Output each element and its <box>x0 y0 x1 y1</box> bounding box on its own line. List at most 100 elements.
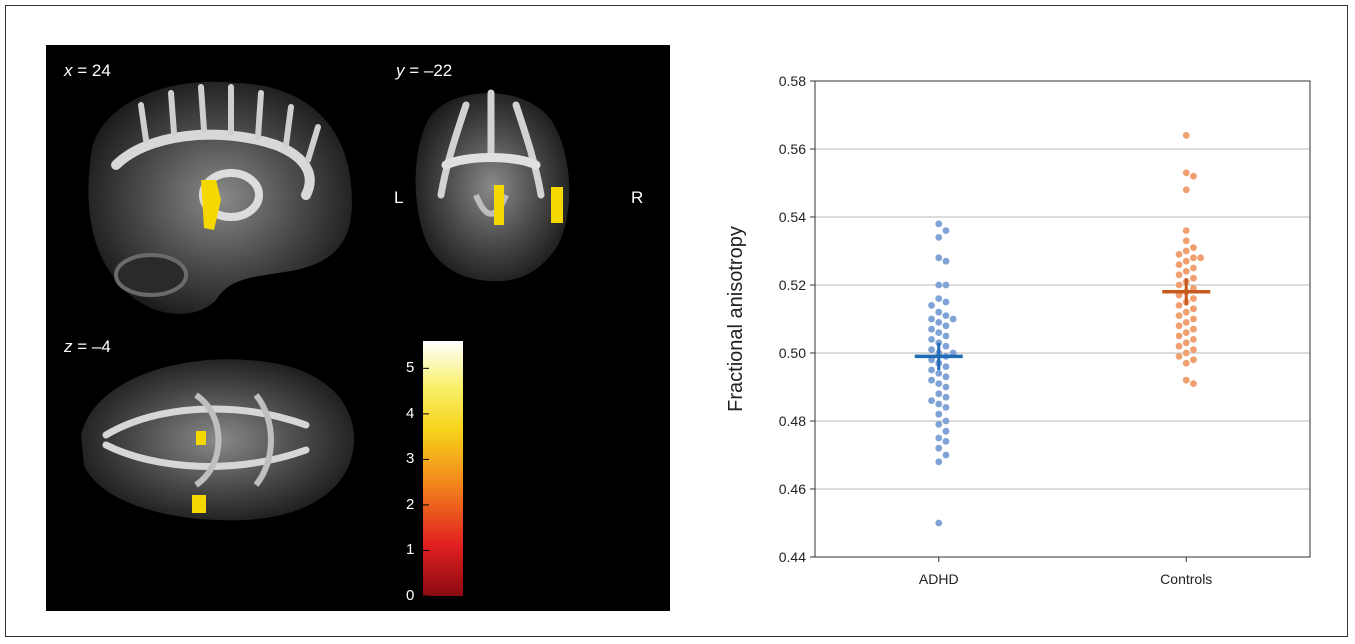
y-tick-label: 0.48 <box>779 413 806 429</box>
colorbar-tick-label: 3 <box>406 450 415 468</box>
coronal-label: y = –22 <box>396 61 453 80</box>
data-point <box>1182 227 1190 235</box>
data-point <box>1182 132 1190 139</box>
data-point <box>935 295 943 302</box>
data-point <box>1190 356 1197 364</box>
data-points <box>928 132 1205 527</box>
mean-markers <box>914 278 1211 370</box>
axial-label: z = –4 <box>64 337 111 356</box>
mri-slices <box>81 81 570 597</box>
data-point <box>935 308 943 316</box>
data-point <box>942 322 950 330</box>
data-point <box>935 234 943 241</box>
data-point <box>935 410 943 418</box>
data-point <box>942 281 950 289</box>
data-point <box>1175 261 1183 268</box>
data-point <box>942 298 950 306</box>
data-point <box>1182 257 1190 265</box>
data-point <box>935 444 943 452</box>
data-point <box>935 329 943 336</box>
colorbar-ticks <box>423 367 429 597</box>
data-point <box>942 373 950 381</box>
data-point <box>1182 169 1190 177</box>
y-tick-label: 0.44 <box>779 549 806 565</box>
data-point <box>1190 254 1197 262</box>
data-point <box>928 346 935 353</box>
data-point <box>1190 172 1197 180</box>
y-axis-title: Fractional anisotropy <box>725 226 747 412</box>
data-point <box>1197 254 1205 262</box>
colorbar-tick-label: 2 <box>406 495 415 513</box>
right-hemisphere-label: R <box>631 188 644 207</box>
data-point <box>942 312 950 319</box>
data-point <box>942 383 950 391</box>
data-point <box>1190 295 1197 302</box>
data-point <box>1182 329 1190 336</box>
data-point <box>935 370 943 377</box>
left-hemisphere-label: L <box>394 188 404 207</box>
data-point <box>928 397 935 404</box>
data-point <box>1175 322 1183 330</box>
fa-chart: 0.44 0.46 0.48 0.50 0.52 0.54 0.56 0.58 ADHD Con… <box>725 73 1311 587</box>
coronal-slice <box>415 89 570 282</box>
data-point <box>1182 359 1190 367</box>
data-point <box>1190 336 1197 343</box>
colorbar-tick-label: 5 <box>406 359 415 377</box>
data-point <box>1175 332 1183 340</box>
data-point <box>1182 237 1190 245</box>
axial-slice <box>81 359 355 521</box>
colorbar <box>423 341 463 596</box>
data-point <box>1182 247 1190 255</box>
data-point <box>1175 302 1183 309</box>
sagittal-label: x = 24 <box>64 61 111 80</box>
data-point <box>942 393 950 401</box>
data-point <box>935 281 943 289</box>
data-point <box>928 366 935 374</box>
figure-frame <box>5 5 1348 637</box>
data-point <box>1175 271 1183 279</box>
data-point <box>935 254 943 262</box>
data-point <box>1190 264 1197 272</box>
data-point <box>928 336 935 343</box>
data-point <box>1190 380 1197 387</box>
data-point <box>1190 305 1197 313</box>
data-point <box>1175 281 1183 289</box>
data-point <box>1182 349 1190 357</box>
y-tick-label: 0.54 <box>779 209 806 225</box>
data-point <box>1182 376 1190 384</box>
data-point <box>1182 186 1190 194</box>
y-tick-label: 0.50 <box>779 345 806 361</box>
data-point <box>942 438 950 445</box>
data-point <box>1190 346 1197 353</box>
data-point <box>935 421 943 428</box>
sagittal-slice <box>88 81 352 314</box>
data-point <box>942 417 950 425</box>
colorbar-tick-label: 4 <box>406 404 415 422</box>
data-point <box>928 325 935 333</box>
y-tick-label: 0.56 <box>779 141 806 157</box>
data-point <box>935 519 943 527</box>
data-point <box>1190 325 1197 333</box>
plot-area-frame <box>814 80 1311 558</box>
colorbar-tick-label: 0 <box>406 587 415 604</box>
data-point <box>942 451 950 459</box>
x-axis-ticks: ADHD Controls <box>919 557 1212 587</box>
data-point <box>935 400 943 408</box>
data-point <box>942 332 950 340</box>
data-point <box>942 427 950 435</box>
y-tick-label: 0.58 <box>779 73 806 89</box>
data-point <box>942 363 950 370</box>
gridlines <box>815 80 1310 558</box>
data-point <box>942 342 950 350</box>
data-point <box>935 220 943 228</box>
y-axis-ticks: 0.44 0.46 0.48 0.50 0.52 0.54 0.56 0.58 <box>779 73 815 565</box>
x-tick-label: ADHD <box>919 571 959 587</box>
data-point <box>949 315 957 323</box>
data-point <box>1175 342 1183 350</box>
data-point <box>1182 339 1190 347</box>
data-point <box>942 404 950 411</box>
data-point <box>1190 244 1197 252</box>
mri-panel: x = 24 y = –22 z = –4 L R 0 1 2 3 4 5 <box>46 45 670 611</box>
data-point <box>935 390 943 398</box>
data-point <box>928 315 935 323</box>
